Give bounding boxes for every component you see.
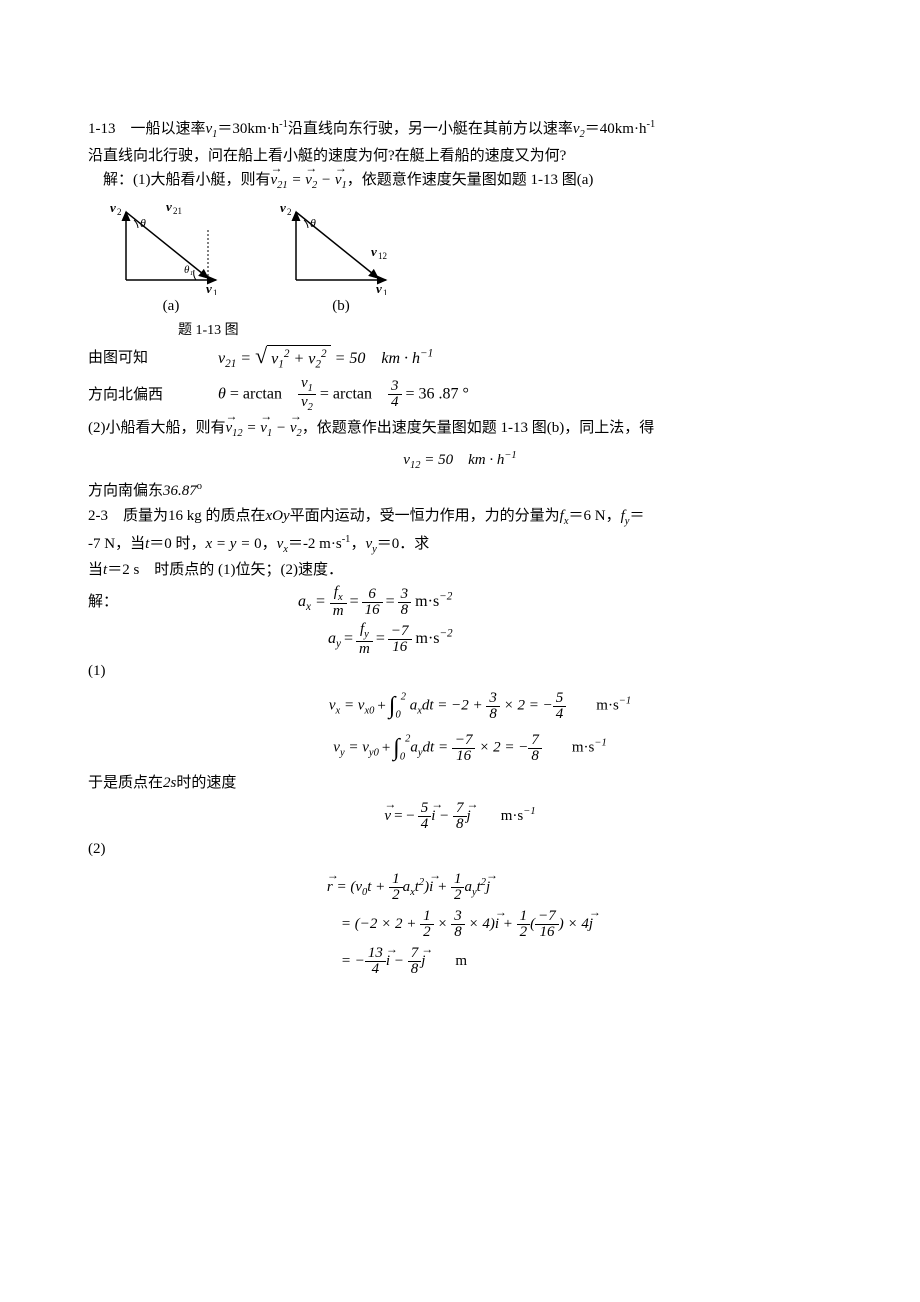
fig-b-label: (b) xyxy=(276,295,406,318)
p1-statement-l1: 1-13 一船以速率v1＝30km·h-1沿直线向东行驶，另一小艇在其前方以速率… xyxy=(88,117,832,143)
svg-text:v: v xyxy=(110,200,116,215)
svg-text:1: 1 xyxy=(213,288,218,295)
eq-vy: vy = vy0+∫02aydt = −716 × 2 = −78 m·s−1 xyxy=(88,730,832,766)
svg-text:2: 2 xyxy=(117,207,122,217)
fig-caption: 题 1-13 图 xyxy=(178,320,832,341)
fig-b: θ v2 v12 v1 (b) xyxy=(276,200,406,318)
figure-1-13: θ θ₁ v2 v21 v1 (a) θ v2 v12 v1 (b) xyxy=(106,200,832,318)
svg-text:v: v xyxy=(166,200,172,214)
fig-a: θ θ₁ v2 v21 v1 (a) xyxy=(106,200,236,318)
p2-part1-label: (1) xyxy=(88,660,832,683)
svg-text:12: 12 xyxy=(378,251,387,261)
fig-a-label: (a) xyxy=(106,295,236,318)
svg-text:v: v xyxy=(371,244,377,259)
svg-text:21: 21 xyxy=(173,206,182,216)
p2-vel-text: 于是质点在2s时的速度 xyxy=(88,772,832,795)
svg-text:v: v xyxy=(376,281,382,295)
p1-dir2: 方向南偏东36.87o xyxy=(88,479,832,503)
p1-part2-lead: (2)小船看大船，则有v12 = v1 − v2，依题意作出速度矢量图如题 1-… xyxy=(88,417,832,442)
svg-text:θ: θ xyxy=(310,216,316,230)
eq-rvec: r = (v0t + 12axt2)i + 12ayt2j = (−2 × 2 … xyxy=(88,866,832,983)
p2-statement-l3: 当t＝2 s 时质点的 (1)位矢；(2)速度． xyxy=(88,559,832,582)
vector-diagram-b: θ v2 v12 v1 xyxy=(276,200,406,295)
svg-text:θ₁: θ₁ xyxy=(184,264,193,276)
eq-ay: ay=fym=−716 m·s−2 xyxy=(88,622,832,657)
svg-text:θ: θ xyxy=(140,216,146,230)
eq-theta: 方向北偏西 θ = arctan v1v2 = arctan 34 = 36 .… xyxy=(88,376,832,414)
p2-statement-l2: -7 N，当t＝0 时，x = y = 0，vx＝-2 m·s-1，vy＝0．求 xyxy=(88,532,832,558)
svg-text:v: v xyxy=(280,200,286,215)
p1-lead: 1-13 一船以速率 xyxy=(88,121,206,137)
eq-v12-result: v12 = 50 km · h−1 xyxy=(88,448,832,474)
p2-part2-label: (2) xyxy=(88,838,832,861)
svg-text:2: 2 xyxy=(287,207,292,217)
vector-diagram-a: θ θ₁ v2 v21 v1 xyxy=(106,200,236,295)
eq-ax: 解： ax = fxm=616=38 m·s−2 xyxy=(88,585,832,620)
physics-solutions-page: 1-13 一船以速率v1＝30km·h-1沿直线向东行驶，另一小艇在其前方以速率… xyxy=(0,0,920,1189)
eq-vvec: v= −54i − 78j m·s−1 xyxy=(88,801,832,832)
p1-sol-lead: 解：(1)大船看小艇，则有v21 = v2 − v1，依题意作速度矢量图如题 1… xyxy=(88,169,832,194)
known-label: 由图可知 xyxy=(88,347,218,370)
dir-label: 方向北偏西 xyxy=(88,384,218,407)
svg-text:v: v xyxy=(206,281,212,295)
p2-statement-l1: 2-3 质量为16 kg 的质点在xOy平面内运动，受一恒力作用，力的分量为fx… xyxy=(88,505,832,530)
sol-label: 解： xyxy=(88,591,218,614)
eq-vx: vx = vx0+∫02 axdt = −2 + 38 × 2 = −54 m·… xyxy=(88,688,832,724)
p1-statement-l2: 沿直线向北行驶，问在船上看小艇的速度为何?在艇上看船的速度又为何? xyxy=(88,145,832,168)
svg-text:1: 1 xyxy=(383,288,388,295)
eq-v21-magnitude: 由图可知 v21 = √v12 + v22 = 50 km · h−1 xyxy=(88,345,832,373)
